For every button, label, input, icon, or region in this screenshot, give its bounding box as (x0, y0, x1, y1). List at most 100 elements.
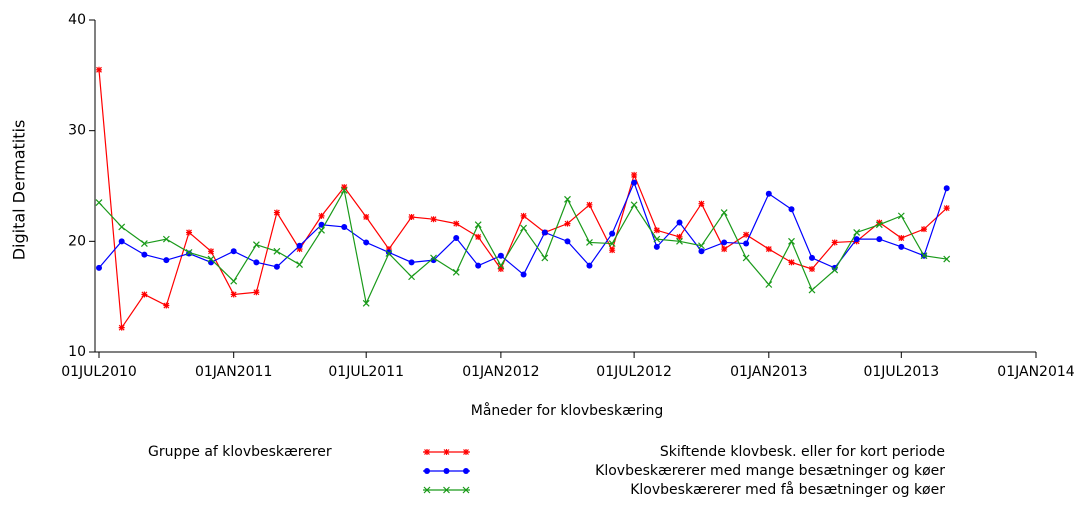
point (765, 281, 773, 288)
point (474, 221, 482, 229)
point (385, 246, 392, 253)
point (630, 201, 638, 209)
point (541, 254, 549, 262)
point (743, 240, 750, 247)
point (385, 249, 392, 256)
point (897, 212, 905, 220)
point (698, 248, 705, 255)
point (208, 248, 215, 255)
point (452, 268, 460, 276)
point (875, 221, 883, 229)
series-line (98, 188, 947, 306)
point (363, 239, 370, 246)
point (831, 239, 838, 246)
y-tick-label: 40 (68, 12, 86, 28)
point (653, 235, 661, 243)
point (118, 238, 125, 245)
point (898, 235, 905, 242)
point (296, 246, 303, 253)
point (676, 219, 683, 226)
x-axis-title: Måneder for klovbeskæring (471, 402, 663, 419)
point (943, 255, 951, 263)
point (631, 171, 638, 178)
point (385, 250, 393, 257)
point (876, 219, 883, 226)
point (96, 66, 102, 73)
point (788, 206, 795, 213)
point (162, 235, 170, 243)
point (808, 254, 815, 261)
legend-marker (424, 468, 430, 474)
y-axis-title: Digital Dermatitis (10, 120, 29, 261)
point (721, 246, 728, 253)
point (95, 199, 103, 207)
point (898, 243, 905, 250)
point (698, 200, 705, 207)
point (430, 254, 437, 262)
point (564, 238, 571, 245)
point (296, 242, 303, 249)
point (676, 237, 683, 245)
point (831, 266, 839, 274)
point (586, 262, 593, 269)
point (430, 216, 437, 223)
point (140, 240, 148, 247)
point (118, 324, 125, 331)
point (230, 291, 237, 298)
x-tick-label: 01JAN2012 (462, 364, 539, 380)
point (186, 229, 193, 236)
point (520, 224, 528, 232)
x-tick-label: 01JUL2013 (863, 364, 939, 380)
point (920, 226, 927, 233)
point (253, 259, 260, 266)
legend-marker (463, 468, 469, 474)
point (497, 266, 504, 272)
point (586, 239, 593, 246)
legend-label: Klovbeskærerer med få besætninger og køe… (630, 481, 945, 498)
point (586, 201, 593, 208)
point (252, 241, 260, 249)
point (141, 291, 148, 298)
point (943, 205, 950, 212)
x-tick-label: 01JUL2012 (596, 364, 672, 380)
point (408, 273, 416, 281)
point (230, 277, 238, 285)
legend-marker (443, 449, 450, 455)
point (720, 209, 728, 216)
point (318, 226, 325, 234)
point (876, 236, 883, 243)
point (318, 212, 325, 219)
x-tick-label: 01JAN2013 (730, 364, 807, 380)
point (185, 248, 193, 256)
legend-marker (463, 449, 469, 455)
point (808, 266, 815, 272)
point (653, 227, 660, 234)
point (163, 257, 170, 264)
point (609, 230, 616, 237)
x-tick-label: 01JAN2011 (195, 364, 272, 380)
point (363, 213, 370, 220)
point (564, 195, 571, 203)
point (520, 271, 527, 278)
point (743, 231, 750, 238)
y-tick-label: 30 (68, 123, 86, 139)
point (808, 286, 816, 294)
legend-marker (424, 449, 430, 455)
legend-marker (423, 486, 431, 494)
point (96, 264, 102, 271)
point (296, 261, 304, 268)
legend-marker (443, 468, 450, 474)
y-tick-label: 20 (68, 233, 86, 249)
point (453, 235, 460, 242)
point (698, 242, 705, 250)
point (564, 220, 571, 227)
point (253, 289, 260, 296)
legend-marker (462, 486, 470, 494)
point (497, 262, 505, 270)
point (230, 248, 237, 255)
point (631, 179, 638, 186)
point (920, 252, 928, 260)
x-tick-label: 01JUL2010 (61, 364, 137, 380)
point (788, 237, 795, 245)
point (943, 185, 950, 192)
